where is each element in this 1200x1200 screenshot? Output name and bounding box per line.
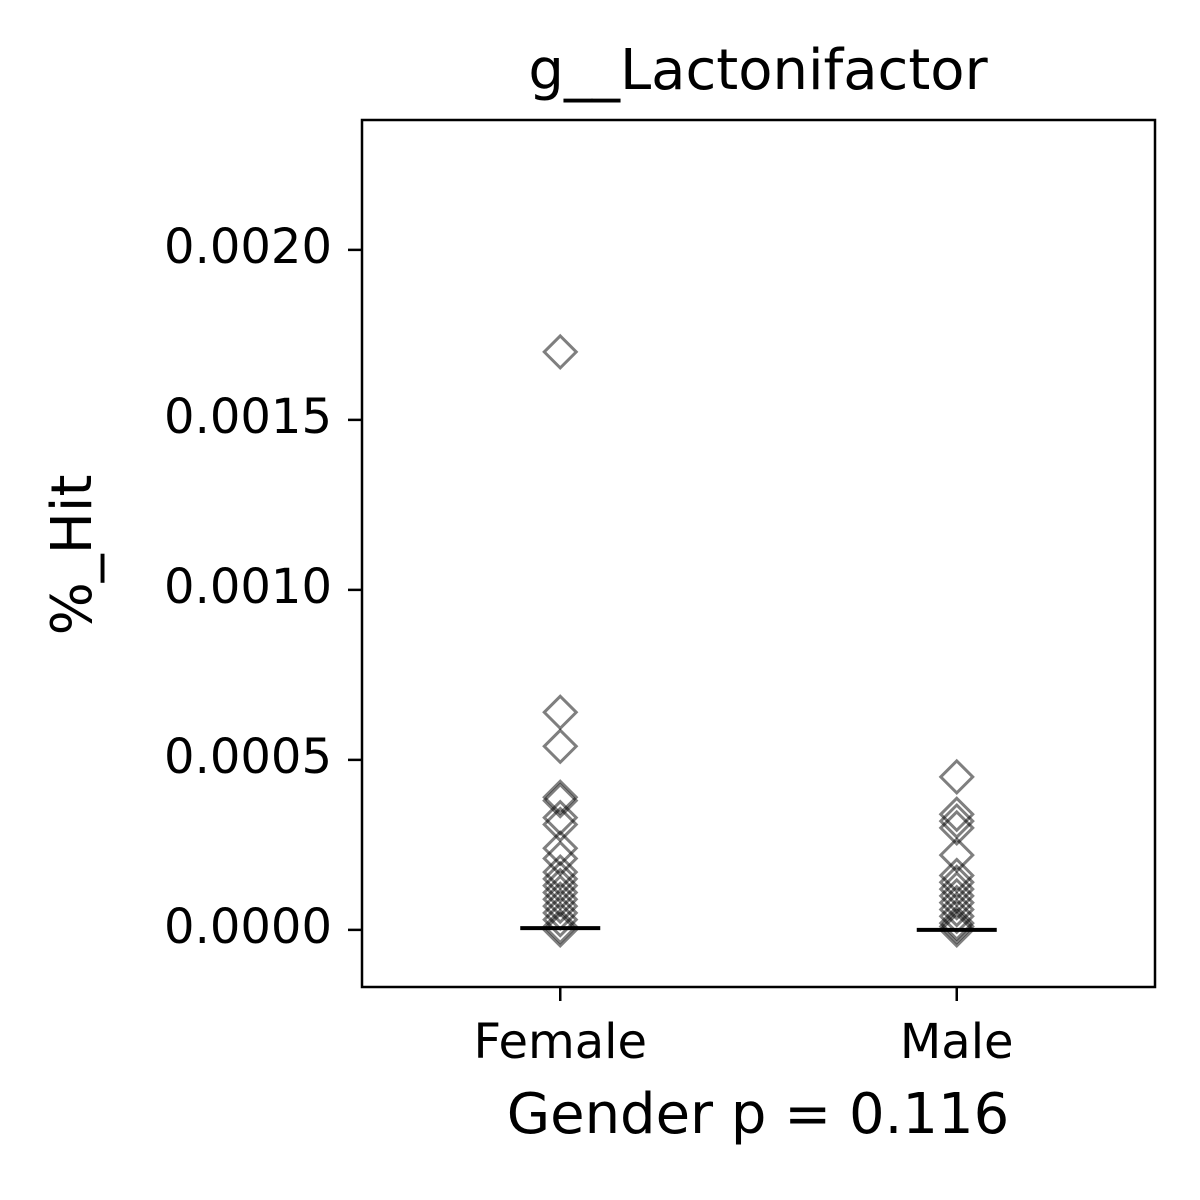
- data-point: [938, 908, 975, 945]
- data-point: [542, 694, 579, 731]
- y-tick-label: 0.0005: [164, 729, 332, 785]
- y-tick-label: 0.0010: [164, 559, 332, 615]
- x-axis-label: Gender p = 0.116: [507, 1082, 1010, 1147]
- data-point: [542, 728, 579, 765]
- data-point: [938, 891, 975, 928]
- data-point: [938, 884, 975, 921]
- plot-frame: [360, 118, 1157, 989]
- data-point: [542, 901, 579, 938]
- data-point: [542, 333, 579, 371]
- data-point: [938, 898, 975, 935]
- y-tick-label: 0.0015: [164, 389, 332, 445]
- data-point: [542, 830, 579, 867]
- data-point: [542, 779, 579, 816]
- data-point: [542, 911, 579, 949]
- data-point: [938, 809, 975, 847]
- y-tick-label: 0.0020: [164, 219, 332, 275]
- x-tick-label: Female: [473, 1014, 647, 1070]
- data-point: [938, 911, 975, 949]
- data-point: [938, 758, 975, 796]
- chart-title: g__Lactonifactor: [528, 38, 988, 103]
- x-tick-label: Male: [900, 1014, 1014, 1070]
- data-point: [542, 782, 579, 819]
- data-point: [542, 908, 579, 945]
- y-axis-label: %_Hit: [40, 475, 105, 636]
- data-point: [542, 887, 579, 925]
- data-point: [938, 796, 975, 833]
- y-tick-label: 0.0000: [164, 899, 332, 955]
- data-point: [938, 904, 975, 942]
